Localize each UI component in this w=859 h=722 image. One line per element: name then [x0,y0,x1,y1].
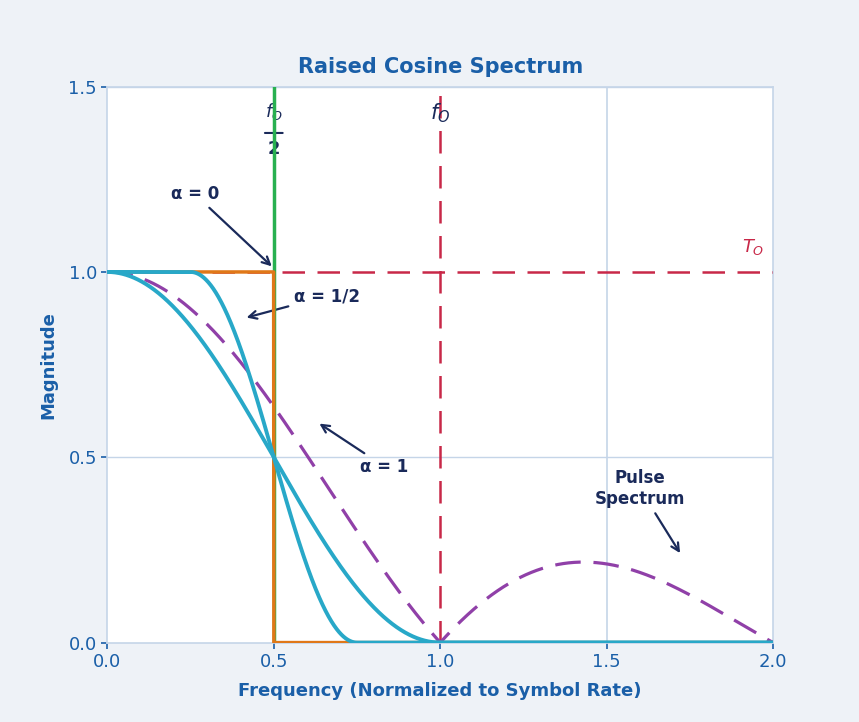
Text: α = 0: α = 0 [171,185,270,265]
Text: α = 1/2: α = 1/2 [249,287,360,318]
X-axis label: Frequency (Normalized to Symbol Rate): Frequency (Normalized to Symbol Rate) [239,682,642,700]
Text: $f_O$: $f_O$ [265,102,283,123]
Text: α = 1: α = 1 [321,425,409,476]
Title: Raised Cosine Spectrum: Raised Cosine Spectrum [297,57,583,77]
Text: $f_O$: $f_O$ [430,102,450,125]
Y-axis label: Magnitude: Magnitude [40,310,58,419]
Text: $T_O$: $T_O$ [742,237,765,257]
Text: Pulse
Spectrum: Pulse Spectrum [594,469,685,551]
Text: $\mathbf{2}$: $\mathbf{2}$ [267,140,280,158]
